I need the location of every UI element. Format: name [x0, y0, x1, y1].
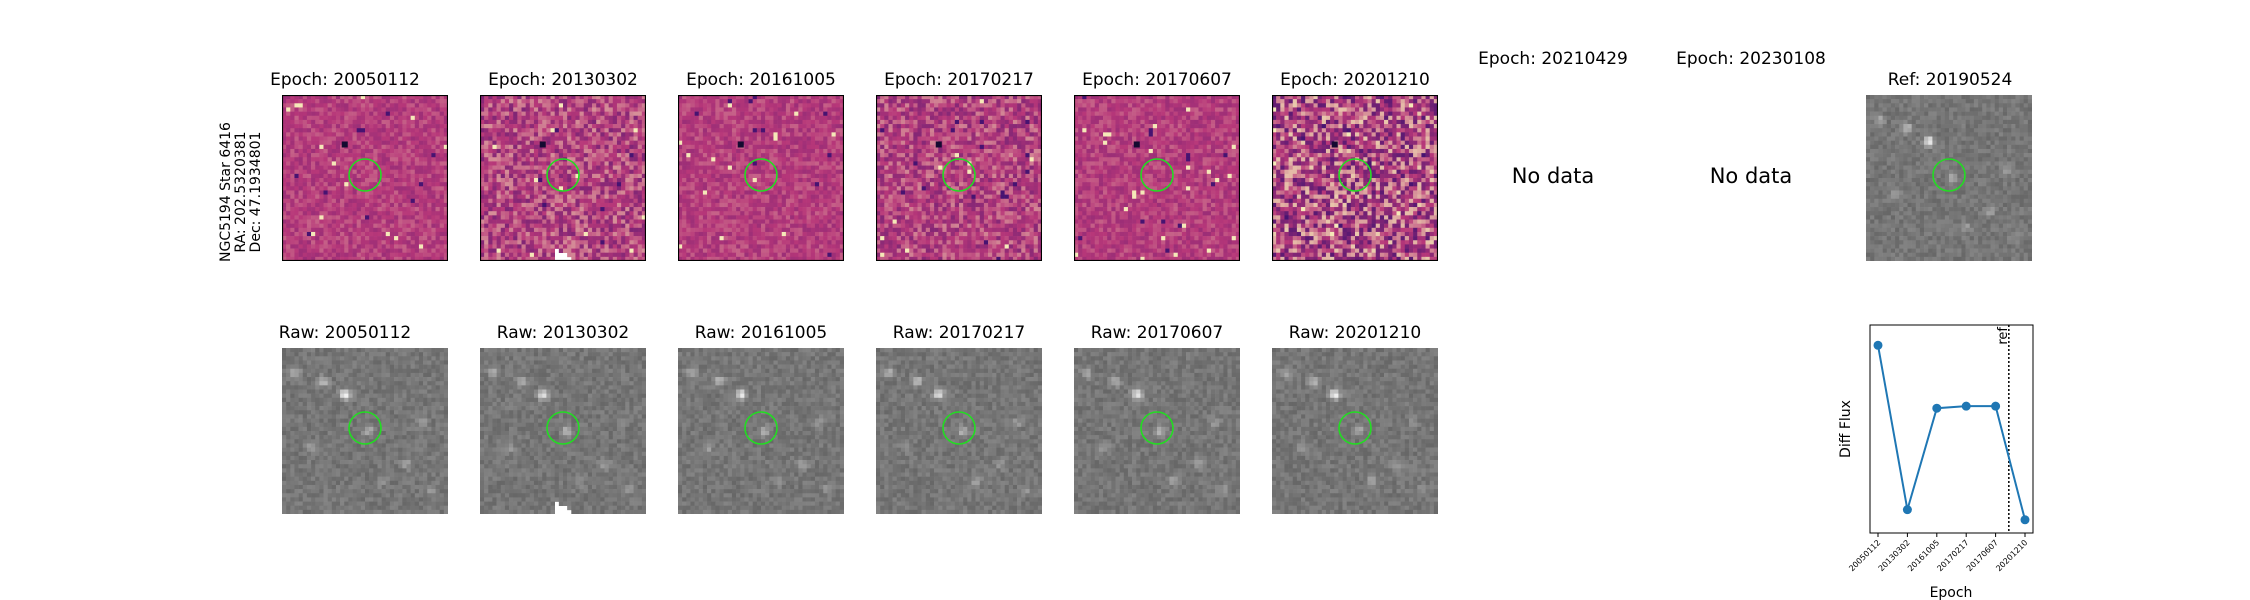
- target-dec: Dec: 47.1934801: [248, 122, 264, 262]
- raw-title-2: Raw: 20130302: [497, 323, 630, 343]
- target-marker-circle: [546, 158, 580, 192]
- raw-title-3: Raw: 20161005: [695, 323, 828, 343]
- reference-image: [1866, 95, 2032, 261]
- data-point: [2020, 515, 2030, 525]
- target-marker-circle: [1338, 158, 1372, 192]
- x-tick-label: 20201210: [1994, 538, 2029, 573]
- target-marker-circle: [1140, 158, 1174, 192]
- raw-image-5: [1074, 348, 1240, 514]
- epoch-title-4: Epoch: 20170217: [884, 70, 1034, 90]
- raw-title-6: Raw: 20201210: [1289, 323, 1422, 343]
- light-curve-chart: 2005011220130302201610052017021720170607…: [1838, 324, 2034, 600]
- epoch-title-2: Epoch: 20130302: [488, 70, 638, 90]
- diff-image-2: [480, 95, 646, 261]
- target-marker-circle: [546, 411, 580, 445]
- raw-image-4: [876, 348, 1042, 514]
- epoch-title-3: Epoch: 20161005: [686, 70, 836, 90]
- diff-image-1: [282, 95, 448, 261]
- diff-image-6: [1272, 95, 1438, 261]
- raw-image-6: [1272, 348, 1438, 514]
- diff-image-4: [876, 95, 1042, 261]
- reference-line-label: ref: [1996, 327, 2011, 345]
- target-marker-circle: [1932, 158, 1966, 192]
- epoch-title-8: Epoch: 20230108: [1676, 49, 1826, 69]
- plot-frame: [1869, 324, 2034, 534]
- ref-title: Ref: 20190524: [1888, 70, 2013, 90]
- data-point: [1902, 505, 1912, 515]
- no-data-label-2: No data: [1710, 164, 1793, 188]
- target-marker-circle: [1140, 411, 1174, 445]
- target-info: NGC5194 Star 6416 RA: 202.5320381 Dec: 4…: [218, 122, 264, 262]
- target-marker-circle: [348, 158, 382, 192]
- raw-title-1: Raw: 20050112: [279, 323, 412, 343]
- raw-title-4: Raw: 20170217: [893, 323, 1026, 343]
- no-data-label-1: No data: [1512, 164, 1595, 188]
- target-marker-circle: [1338, 411, 1372, 445]
- epoch-title-5: Epoch: 20170607: [1082, 70, 1232, 90]
- data-point: [1873, 340, 1883, 350]
- data-point: [1932, 403, 1942, 413]
- epoch-title-6: Epoch: 20201210: [1280, 70, 1430, 90]
- y-axis-label: Diff Flux: [1838, 400, 1854, 458]
- raw-title-5: Raw: 20170607: [1091, 323, 1224, 343]
- target-name: NGC5194 Star 6416: [218, 122, 234, 262]
- target-marker-circle: [942, 158, 976, 192]
- target-marker-circle: [348, 411, 382, 445]
- target-marker-circle: [942, 411, 976, 445]
- raw-image-1: [282, 348, 448, 514]
- data-point: [1961, 401, 1971, 411]
- target-marker-circle: [744, 411, 778, 445]
- target-marker-circle: [744, 158, 778, 192]
- diff-image-3: [678, 95, 844, 261]
- diff-image-5: [1074, 95, 1240, 261]
- epoch-title-1: Epoch: 20050112: [270, 70, 420, 90]
- series-line: [1877, 345, 2026, 521]
- raw-image-2: [480, 348, 646, 514]
- raw-image-3: [678, 348, 844, 514]
- x-axis-label: Epoch: [1930, 585, 1973, 600]
- epoch-title-7: Epoch: 20210429: [1478, 49, 1628, 69]
- target-ra: RA: 202.5320381: [233, 122, 249, 262]
- data-point: [1991, 401, 2001, 411]
